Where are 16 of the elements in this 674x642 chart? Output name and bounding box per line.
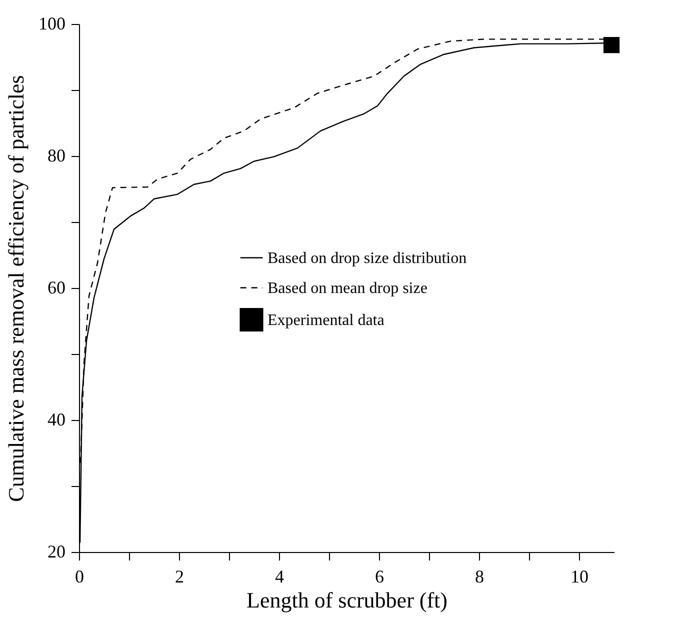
y-tick-label: 40 (48, 410, 66, 430)
x-tick-label: 6 (375, 566, 384, 586)
x-tick-label: 8 (475, 566, 484, 586)
x-tick-label: 2 (175, 566, 184, 586)
legend-label: Based on mean drop size (268, 280, 428, 297)
y-tick-label: 100 (38, 14, 66, 34)
legend-label: Experimental data (268, 312, 384, 329)
y-tick-label: 20 (48, 542, 66, 562)
x-tick-label: 10 (570, 566, 588, 586)
y-tick-label: 60 (48, 278, 66, 298)
x-tick-label: 0 (75, 566, 84, 586)
x-axis-title: Length of scrubber (ft) (246, 588, 448, 612)
y-axis-title: Cumulative mass removal efficiency of particles (4, 75, 28, 502)
y-tick-label: 80 (48, 146, 66, 166)
x-tick-label: 4 (275, 566, 284, 586)
legend-label: Based on drop size distribution (268, 250, 467, 267)
